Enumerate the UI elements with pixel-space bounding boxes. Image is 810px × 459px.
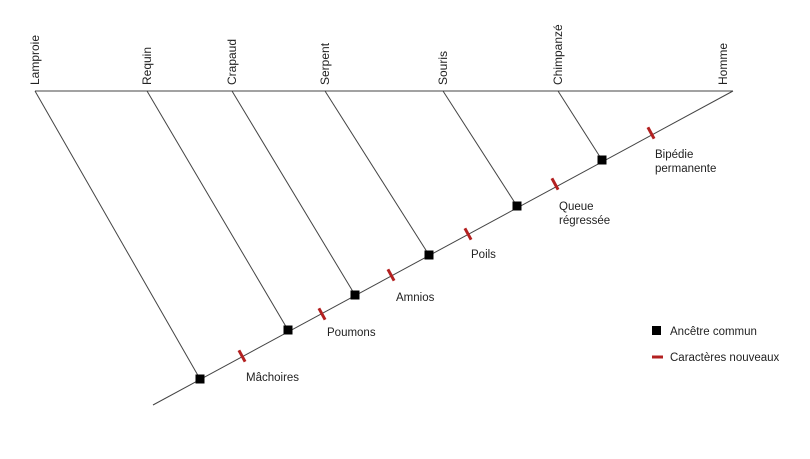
- taxon-label: Crapaud: [225, 39, 239, 85]
- ancestor-markers: [195, 155, 607, 384]
- trait-marker-6: [646, 126, 656, 140]
- trait-label: Queue: [559, 201, 594, 213]
- main-trunk: [152, 90, 734, 406]
- trait-marker-5: [550, 177, 560, 191]
- trait-label: Bipédie: [655, 149, 693, 161]
- legend-ancestor-marker: [652, 326, 661, 335]
- ancestor-node-4: [424, 250, 434, 260]
- trait-markers: [237, 126, 656, 363]
- legend-ancestor-label: Ancêtre commun: [670, 326, 757, 338]
- legend-new-traits-label: Caractères nouveaux: [670, 352, 780, 364]
- taxon-label: Lamproie: [28, 35, 42, 85]
- taxon-label: Serpent: [318, 42, 332, 85]
- taxon-label: Requin: [140, 47, 154, 85]
- trait-label: Mâchoires: [246, 372, 299, 384]
- trait-marker-3: [386, 268, 396, 282]
- trait-marker-1: [237, 349, 247, 363]
- trait-label: permanente: [655, 163, 716, 175]
- trait-label: Poumons: [327, 327, 376, 339]
- ancestor-node-6: [597, 155, 607, 165]
- branch-1: [34, 90, 201, 380]
- trait-label: Amnios: [396, 292, 435, 304]
- ancestor-node-3: [350, 290, 360, 300]
- branch-5: [442, 90, 518, 207]
- trait-marker-4: [463, 227, 473, 241]
- branch-6: [557, 90, 603, 161]
- ancestor-node-2: [283, 325, 293, 335]
- taxon-labels: Lamproie Requin Crapaud Serpent Souris Chimpa…: [28, 24, 730, 85]
- branch-3: [231, 90, 356, 296]
- trait-label: Poils: [471, 249, 496, 261]
- ancestor-node-5: [512, 201, 522, 211]
- ancestor-node-1: [195, 374, 205, 384]
- taxon-label: Homme: [716, 43, 730, 85]
- legend: Ancêtre commun Caractères nouveaux: [652, 326, 780, 364]
- branch-4: [324, 90, 430, 256]
- taxon-label: Chimpanzé: [551, 24, 565, 85]
- trait-marker-2: [317, 307, 327, 321]
- tree-lines: [34, 90, 734, 406]
- branch-2: [146, 90, 289, 331]
- trait-labels: Mâchoires Poumons Amnios Poils Queue régressé…: [246, 149, 716, 384]
- trait-label: régressée: [559, 215, 610, 227]
- taxon-label: Souris: [436, 51, 450, 85]
